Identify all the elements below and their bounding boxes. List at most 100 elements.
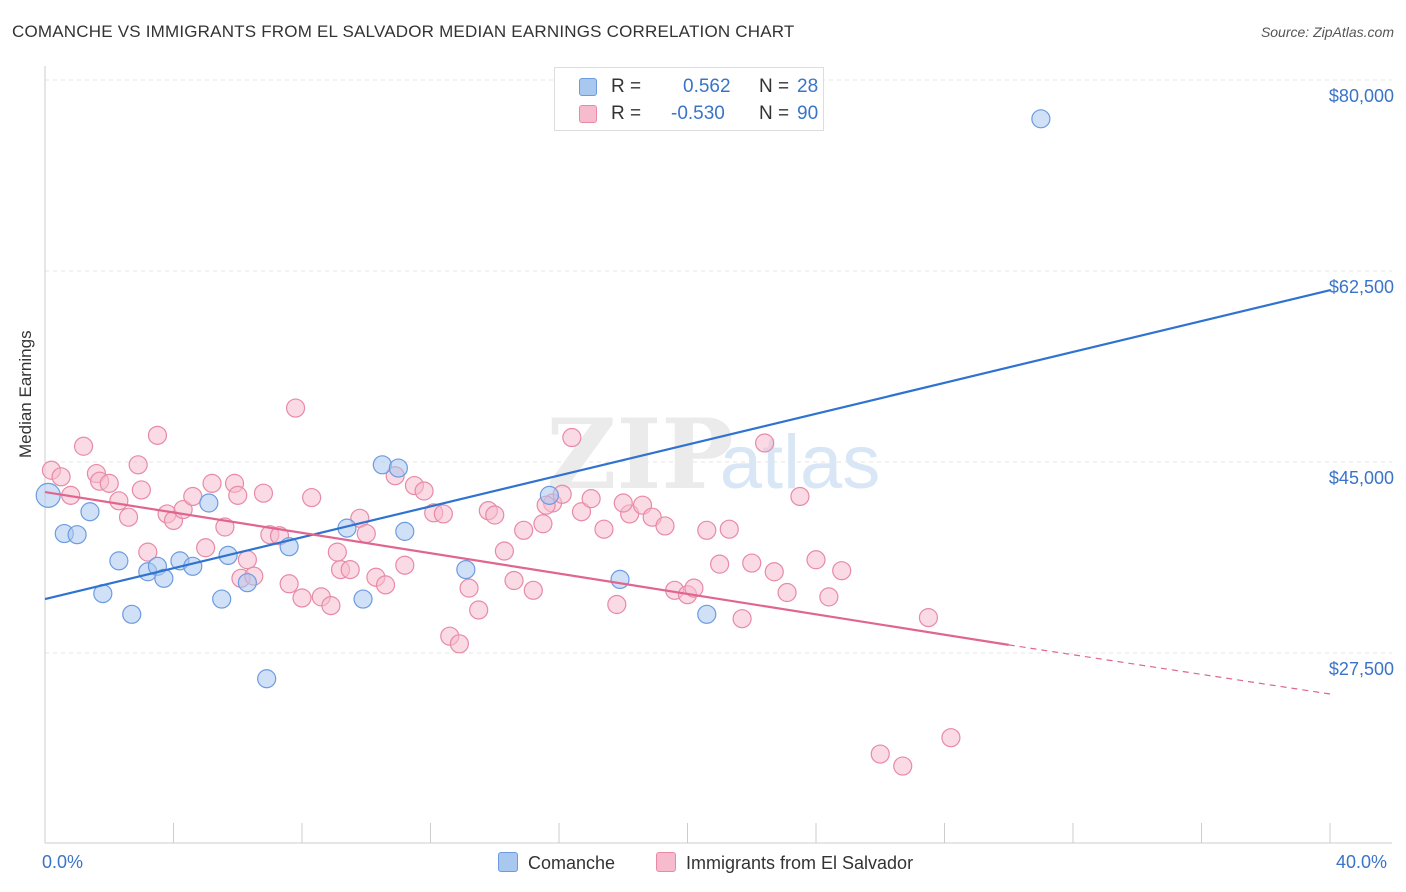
data-point — [183, 556, 203, 576]
data-point — [302, 487, 322, 508]
source-label: Source: ZipAtlas.com — [1260, 24, 1394, 40]
data-point — [73, 436, 94, 456]
data-point — [372, 455, 392, 475]
data-point — [870, 744, 890, 764]
data-point — [754, 433, 775, 453]
data-point — [494, 541, 514, 561]
data-point — [456, 559, 476, 580]
bottom-legend-label-el-salvador: Immigrants from El Salvador — [686, 853, 914, 873]
y-tick-label: $62,500 — [1328, 277, 1394, 297]
legend-n-label: N = — [759, 103, 790, 124]
data-point — [459, 578, 479, 598]
data-point — [719, 519, 739, 539]
data-point — [279, 574, 299, 594]
data-point — [607, 594, 627, 615]
data-point — [710, 554, 730, 574]
data-point — [35, 482, 61, 508]
data-point — [539, 485, 559, 505]
data-point — [147, 425, 168, 445]
data-point — [109, 491, 129, 511]
data-point — [395, 521, 415, 541]
data-point — [212, 589, 232, 609]
data-point — [285, 398, 306, 418]
data-point — [806, 550, 826, 570]
bottom-legend-el-salvador: Immigrants from El Salvador — [656, 852, 913, 874]
data-point — [128, 455, 148, 475]
data-point — [253, 483, 274, 503]
data-point — [51, 467, 71, 487]
data-point — [154, 568, 174, 588]
data-point — [581, 489, 601, 509]
legend-swatch-comanche — [579, 78, 597, 96]
data-point — [414, 481, 434, 501]
bottom-legend-label-comanche: Comanche — [528, 853, 616, 873]
y-axis-label: Median Earnings — [16, 330, 35, 458]
correlation-legend: R = 0.562 N = 28 R = -0.530 N = 90 — [554, 67, 824, 131]
data-point — [395, 555, 415, 575]
x-tick-label-min: 0.0% — [42, 852, 84, 872]
data-point — [433, 504, 453, 524]
data-point — [514, 520, 534, 540]
data-point — [594, 519, 614, 539]
data-point — [388, 458, 408, 478]
y-tick-label: $45,000 — [1328, 468, 1394, 488]
series-comanche-points — [35, 109, 1051, 689]
x-tick-label-max: 40.0% — [1336, 852, 1388, 872]
data-point — [356, 523, 376, 544]
data-point — [321, 596, 341, 616]
bottom-legend-comanche: Comanche — [498, 852, 615, 874]
data-point — [292, 588, 312, 608]
data-point — [610, 569, 630, 590]
data-point — [485, 505, 505, 525]
data-point — [257, 669, 277, 689]
data-point — [613, 493, 633, 513]
chart-title: COMANCHE VS IMMIGRANTS FROM EL SALVADOR … — [12, 22, 795, 41]
data-point — [131, 480, 151, 500]
series-el-salvador-points — [41, 398, 961, 776]
data-point — [697, 520, 717, 540]
data-point — [832, 561, 852, 581]
data-point — [118, 507, 139, 527]
data-point — [523, 580, 543, 600]
legend-swatch-el-salvador — [579, 105, 597, 123]
legend-n-value: 90 — [797, 103, 819, 124]
data-point — [777, 582, 797, 603]
data-point — [327, 542, 347, 562]
data-point — [684, 578, 704, 598]
legend-r-value: 0.562 — [683, 76, 731, 97]
data-point — [215, 517, 235, 537]
data-point — [449, 634, 470, 654]
data-point — [228, 485, 248, 505]
data-point — [122, 604, 142, 624]
data-point — [67, 525, 87, 545]
data-point — [196, 538, 216, 558]
data-point — [99, 473, 119, 493]
data-point — [138, 542, 158, 562]
legend-r-value: -0.530 — [671, 103, 725, 124]
data-point — [504, 570, 524, 591]
data-point — [533, 514, 553, 534]
data-point — [790, 486, 810, 507]
legend-n-value: 28 — [797, 76, 819, 97]
data-point — [571, 502, 592, 522]
data-point — [697, 604, 717, 624]
data-point — [893, 756, 913, 776]
data-point — [1031, 109, 1051, 129]
bottom-legend-swatch-el-salvador — [656, 852, 676, 872]
watermark-zip: ZIP — [546, 398, 733, 511]
trend-line-el-salvador-extension — [1008, 644, 1331, 695]
data-point — [340, 559, 360, 580]
data-point — [375, 575, 396, 595]
data-point — [237, 573, 257, 593]
data-point — [183, 486, 203, 507]
legend-r-label: R = — [611, 103, 642, 124]
bottom-legend-swatch-comanche — [498, 852, 518, 872]
data-point — [199, 493, 219, 513]
y-tick-label: $80,000 — [1328, 86, 1394, 106]
data-point — [941, 728, 961, 748]
data-point — [732, 609, 752, 629]
data-point — [237, 550, 257, 570]
data-point — [819, 587, 839, 607]
legend-r-label: R = — [611, 76, 642, 97]
trend-line-comanche — [44, 289, 1331, 601]
